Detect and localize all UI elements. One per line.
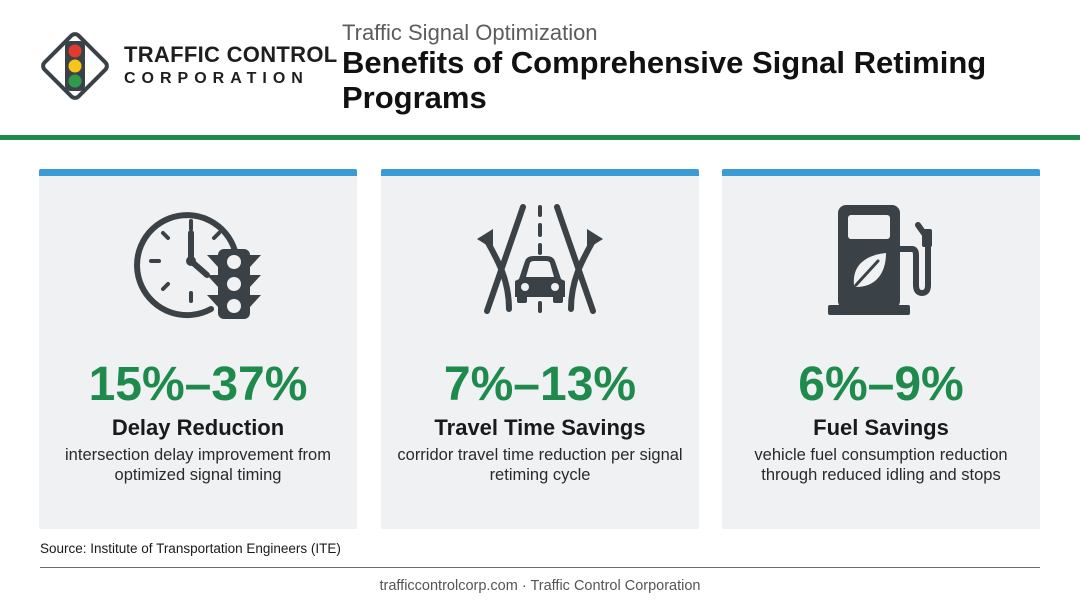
benefit-card-fuel: 6%–9% Fuel Savings vehicle fuel consumpt…	[722, 169, 1040, 529]
benefit-value: 15%–37%	[88, 358, 308, 411]
benefit-card-travel-time: 7%–13% Travel Time Savings corridor trav…	[381, 169, 699, 529]
header-divider	[0, 135, 1080, 140]
benefit-label: Travel Time Savings	[434, 415, 646, 440]
brand-name: TRAFFIC CONTROL	[124, 42, 338, 67]
road-car-icon	[475, 199, 605, 329]
card-accent-bar	[381, 169, 699, 176]
page-title: Benefits of Comprehensive Signal Retimin…	[342, 45, 987, 115]
benefit-label: Fuel Savings	[813, 415, 949, 440]
benefit-value: 6%–9%	[798, 358, 964, 411]
footer-text: trafficcontrolcorp.com · Traffic Control…	[379, 578, 701, 594]
benefit-description: intersection delay improvement from opti…	[65, 446, 331, 484]
brand-subtitle: CORPORATION	[124, 70, 309, 87]
clock-traffic-light-icon	[133, 199, 263, 329]
card-accent-bar	[722, 169, 1040, 176]
brand: TRAFFIC CONTROL CORPORATION	[124, 44, 337, 87]
benefit-description: corridor travel time reduction per signa…	[397, 446, 683, 484]
source-note: Source: Institute of Transportation Engi…	[40, 541, 341, 556]
page-kicker: Traffic Signal Optimization	[342, 20, 598, 45]
traffic-light-logo-icon	[41, 32, 109, 100]
benefit-description: vehicle fuel consumption reduction throu…	[754, 446, 1008, 484]
benefit-card-delay: 15%–37% Delay Reduction intersection del…	[39, 169, 357, 529]
benefit-value: 7%–13%	[443, 358, 637, 411]
logo	[38, 29, 112, 103]
fuel-pump-leaf-icon	[816, 199, 946, 329]
footer-divider	[40, 567, 1040, 568]
benefit-label: Delay Reduction	[111, 415, 285, 440]
card-accent-bar	[39, 169, 357, 176]
